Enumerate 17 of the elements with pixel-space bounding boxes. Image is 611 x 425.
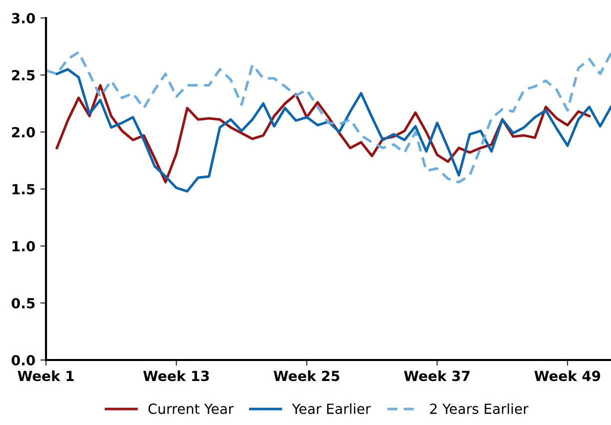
x-tick-label: Week 1 (18, 370, 74, 382)
x-tick-label: Week 49 (534, 370, 600, 382)
x-tick-label: Week 25 (274, 370, 340, 382)
y-tick-label: 0.0 (12, 354, 35, 366)
x-tick-label: Week 13 (143, 370, 209, 382)
y-tick-label: 1.5 (12, 184, 35, 194)
y-tick-label: 1.0 (12, 240, 35, 252)
y-tick-label: 2.0 (12, 126, 35, 138)
y-tick-label: 3.0 (12, 12, 35, 24)
legend-label: Year Earlier (292, 403, 371, 414)
legend-label: 2 Years Earlier (430, 403, 528, 414)
legend-label: Current Year (148, 404, 234, 414)
line-series (44, 50, 611, 184)
x-tick-label: Week 37 (404, 370, 470, 382)
line-series (56, 68, 611, 193)
y-tick-label: 0.5 (12, 298, 35, 308)
y-tick-label: 2.5 (12, 70, 35, 80)
